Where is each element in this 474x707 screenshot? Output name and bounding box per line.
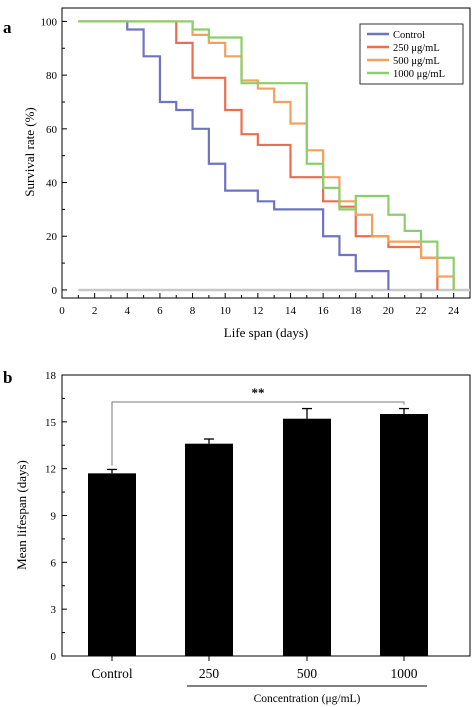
x-tick-label-a: 16 [318, 305, 330, 317]
y-tick-label-b: 0 [51, 651, 57, 663]
x-axis-title-a: Life span (days) [224, 325, 308, 340]
y-tick-label-b: 12 [45, 464, 56, 476]
legend-label-1000: 1000 μg/mL [393, 69, 445, 80]
bar-250 [185, 443, 233, 656]
bar-500 [283, 418, 331, 656]
legend-label-250: 250 μg/mL [393, 43, 440, 54]
group-label: Concentration (μg/mL) [254, 693, 361, 705]
x-tick-label-a: 8 [190, 305, 196, 317]
bar-series: Control 250 500 1000 [88, 407, 428, 681]
y-tick-label-a: 0 [52, 285, 58, 297]
x-tick-label-a: 4 [125, 305, 131, 317]
bar-control [88, 473, 136, 656]
x-tick-label-a: 14 [285, 305, 297, 317]
y-tick-label-b: 15 [45, 417, 57, 429]
x-tick-label-a: 22 [416, 305, 427, 317]
significance-line [111, 401, 405, 466]
significance-label: ** [252, 385, 265, 400]
panel-label-b: b [3, 368, 12, 387]
x-tick-label-a: 20 [383, 305, 395, 317]
significance-bracket: ** [111, 385, 405, 466]
y-tick-label-a: 60 [46, 124, 58, 136]
bar-1000 [380, 414, 428, 656]
survival-line-0 [78, 20, 390, 290]
legend-item-500: 500 μg/mL [367, 56, 440, 67]
y-axis-a: 0 20 40 60 80 100 [41, 16, 67, 297]
y-tick-label-b: 6 [51, 557, 57, 569]
x-tick-label-a: 6 [157, 305, 163, 317]
y-tick-label-a: 40 [46, 178, 58, 190]
legend-label-500: 500 μg/mL [393, 56, 440, 67]
category-label: 250 [199, 666, 220, 681]
x-tick-label-a: 24 [448, 305, 460, 317]
x-tick-label-a: 18 [350, 305, 362, 317]
y-tick-label-a: 80 [46, 70, 58, 82]
x-axis-a: 0 2 4 6 8 10 12 14 16 18 20 22 24 [59, 293, 471, 317]
legend-item-1000: 1000 μg/mL [367, 69, 445, 80]
legend-item-control: Control [367, 30, 425, 41]
x-tick-label-a: 2 [92, 305, 98, 317]
survival-line-3 [78, 20, 455, 290]
plot-area-a [61, 7, 471, 299]
legend-label-control: Control [393, 30, 425, 41]
x-tick-label-a: 12 [252, 305, 263, 317]
y-axis-title-b: Mean lifespan (days) [14, 460, 29, 570]
y-tick-label-a: 20 [46, 231, 58, 243]
survival-line-1 [78, 20, 439, 290]
y-tick-label-b: 3 [51, 604, 57, 616]
category-label: Control [91, 666, 133, 681]
x-tick-label-a: 0 [59, 305, 65, 317]
y-tick-label-a: 100 [41, 16, 58, 28]
survival-series [78, 20, 470, 292]
legend: Control 250 μg/mL 500 μg/mL 1000 μg/mL [359, 23, 464, 85]
lifespan-bar-chart: 0 3 6 9 12 15 18 Control 250 500 1000 ** Mean lif… [14, 370, 471, 705]
y-axis-title-a: Survival rate (%) [22, 107, 37, 197]
category-label: 500 [297, 666, 318, 681]
y-tick-label-b: 9 [51, 511, 57, 523]
category-label: 1000 [391, 666, 418, 681]
y-tick-label-b: 18 [45, 370, 57, 382]
panel-label-a: a [3, 18, 12, 37]
legend-item-250: 250 μg/mL [367, 43, 440, 54]
x-tick-label-a: 10 [220, 305, 232, 317]
y-axis-b: 0 3 6 9 12 15 18 [45, 370, 67, 663]
